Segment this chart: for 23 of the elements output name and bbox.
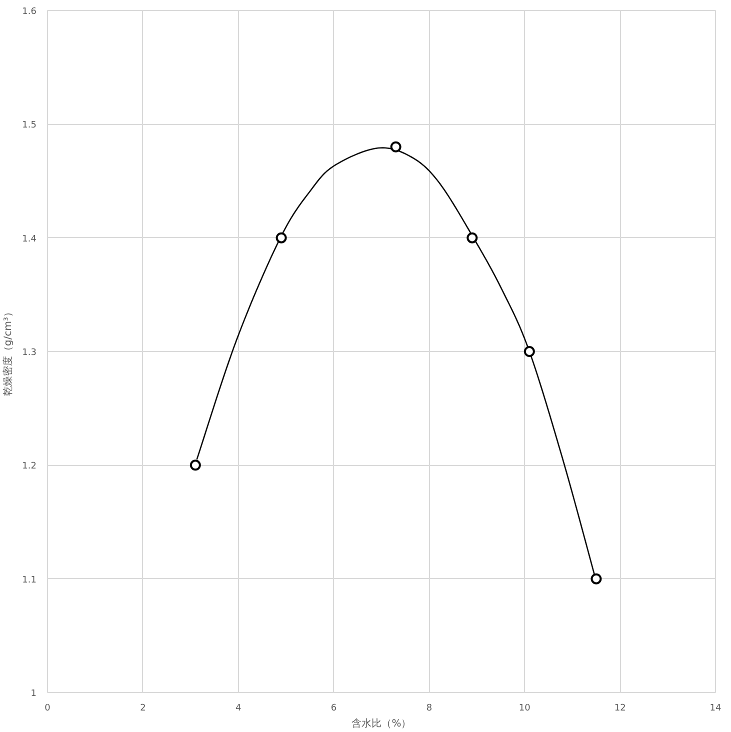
y-axis-title: 乾燥密度（g/cm³） [2, 307, 14, 396]
x-tick-label: 4 [235, 704, 242, 714]
y-tick-label: 1.3 [22, 348, 37, 358]
x-tick-label: 0 [44, 704, 51, 714]
y-tick-label: 1.1 [22, 575, 37, 586]
x-tick-label: 6 [330, 704, 337, 714]
y-tick-label: 1.2 [22, 462, 37, 472]
x-tick-label: 2 [140, 704, 146, 714]
x-tick-label: 8 [426, 704, 432, 714]
x-axis-title: 含水比（%） [352, 718, 412, 730]
point [190, 460, 201, 471]
point [524, 346, 535, 357]
point [466, 232, 478, 244]
y-tick-label: 1.6 [22, 7, 37, 17]
x-tick-label: 14 [710, 704, 722, 714]
point [390, 141, 402, 152]
y-tick-label: 1 [30, 689, 37, 699]
x-tick-label: 10 [518, 704, 531, 714]
point [590, 573, 602, 584]
x-tick-label: 12 [614, 704, 626, 714]
point [276, 232, 287, 244]
y-tick-label: 1.5 [22, 120, 37, 131]
y-tick-label: 1.4 [22, 234, 37, 244]
